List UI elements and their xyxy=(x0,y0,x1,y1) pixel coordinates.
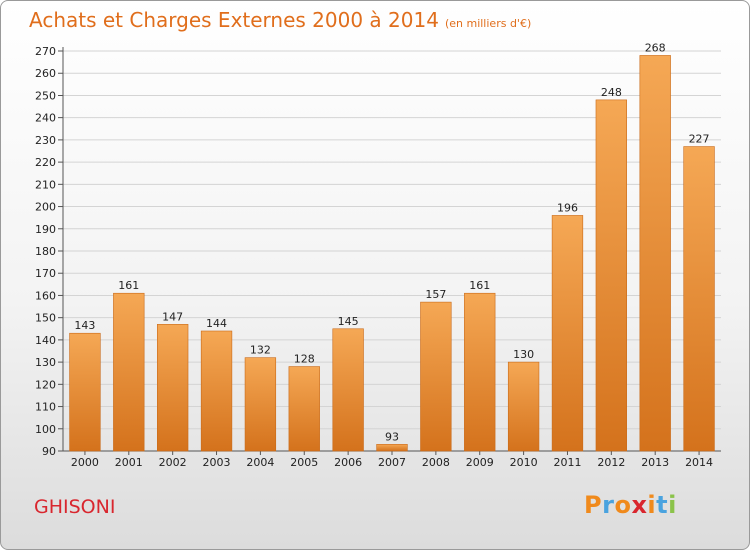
x-tick-label-2004: 2004 xyxy=(246,456,274,469)
y-tick-label: 140 xyxy=(35,334,56,347)
y-tick-label: 210 xyxy=(35,178,56,191)
y-tick-label: 130 xyxy=(35,356,56,369)
x-tick-label-2007: 2007 xyxy=(378,456,406,469)
proxiti-logo: Proxiti xyxy=(584,491,677,519)
value-label-2011: 196 xyxy=(557,201,578,214)
chart-title: Achats et Charges Externes 2000 à 2014 xyxy=(29,8,439,32)
value-label-2001: 161 xyxy=(118,279,139,292)
x-tick-label-2014: 2014 xyxy=(685,456,713,469)
y-tick-label: 220 xyxy=(35,156,56,169)
logo-letter: i xyxy=(668,491,677,519)
bar-2000 xyxy=(69,332,101,452)
value-label-2007: 93 xyxy=(385,430,399,443)
x-tick-label-2003: 2003 xyxy=(203,456,231,469)
value-label-2008: 157 xyxy=(425,288,446,301)
x-tick-label-2005: 2005 xyxy=(290,456,318,469)
bar-2005 xyxy=(288,366,320,452)
y-tick-label: 190 xyxy=(35,223,56,236)
x-tick-label-2009: 2009 xyxy=(466,456,494,469)
x-tick-label-2006: 2006 xyxy=(334,456,362,469)
x-tick-label-2002: 2002 xyxy=(159,456,187,469)
bar-2014 xyxy=(683,146,715,452)
logo-letter: t xyxy=(656,491,669,519)
bars xyxy=(69,55,715,452)
logo-letter: P xyxy=(584,491,603,519)
x-tick-label-2012: 2012 xyxy=(597,456,625,469)
bar-2012 xyxy=(595,99,627,452)
value-label-2003: 144 xyxy=(206,317,227,330)
y-tick-label: 270 xyxy=(35,45,56,58)
logo-letter: i xyxy=(647,491,657,519)
bar-2008 xyxy=(420,301,452,452)
town-name: GHISONI xyxy=(34,496,116,518)
x-tick-label-2010: 2010 xyxy=(510,456,538,469)
bar-2011 xyxy=(551,215,584,452)
y-tick-label: 180 xyxy=(35,245,56,258)
value-label-2013: 268 xyxy=(645,41,666,54)
bar-2003 xyxy=(200,330,233,452)
value-label-2009: 161 xyxy=(469,279,490,292)
value-label-2000: 143 xyxy=(74,319,95,332)
x-tick-label-2000: 2000 xyxy=(71,456,99,469)
logo-letter: r xyxy=(602,491,615,519)
bar-2001 xyxy=(113,292,145,452)
logo-letter: x xyxy=(631,491,648,519)
y-tick-label: 250 xyxy=(35,89,56,102)
value-label-2002: 147 xyxy=(162,310,183,323)
bar-2004 xyxy=(244,357,277,452)
x-tick-label-2008: 2008 xyxy=(422,456,450,469)
x-tick-label-2001: 2001 xyxy=(115,456,143,469)
chart-unit: (en milliers d'€) xyxy=(444,17,532,30)
x-tick-label-2013: 2013 xyxy=(641,456,669,469)
x-tick-label-2011: 2011 xyxy=(553,456,581,469)
value-label-2010: 130 xyxy=(513,348,534,361)
y-tick-label: 90 xyxy=(42,445,56,458)
bar-2002 xyxy=(157,324,189,452)
y-tick-label: 100 xyxy=(35,423,56,436)
y-tick-label: 230 xyxy=(35,134,56,147)
value-label-2004: 132 xyxy=(250,344,271,357)
bar-2010 xyxy=(507,361,540,452)
chart-title-block: Achats et Charges Externes 2000 à 2014 (e… xyxy=(29,8,531,32)
bar-2007 xyxy=(376,444,408,452)
value-label-2005: 128 xyxy=(294,353,315,366)
y-tick-label: 160 xyxy=(35,289,56,302)
bar-2013 xyxy=(639,55,671,452)
y-tick-label: 110 xyxy=(35,401,56,414)
y-tick-label: 200 xyxy=(35,201,56,214)
y-tick-label: 240 xyxy=(35,112,56,125)
logo-letter: o xyxy=(614,491,632,519)
labels: 90 100 110 120 130 140 150 160 170 180 190 200 210 22… xyxy=(35,41,713,469)
y-tick-label: 170 xyxy=(35,267,56,280)
value-label-2014: 227 xyxy=(689,133,710,146)
y-tick-label: 150 xyxy=(35,312,56,325)
value-label-2012: 248 xyxy=(601,86,622,99)
bar-2006 xyxy=(332,328,364,452)
y-tick-label: 120 xyxy=(35,378,56,391)
y-tick-label: 260 xyxy=(35,67,56,80)
bar-2009 xyxy=(464,292,496,452)
value-label-2006: 145 xyxy=(338,315,359,328)
